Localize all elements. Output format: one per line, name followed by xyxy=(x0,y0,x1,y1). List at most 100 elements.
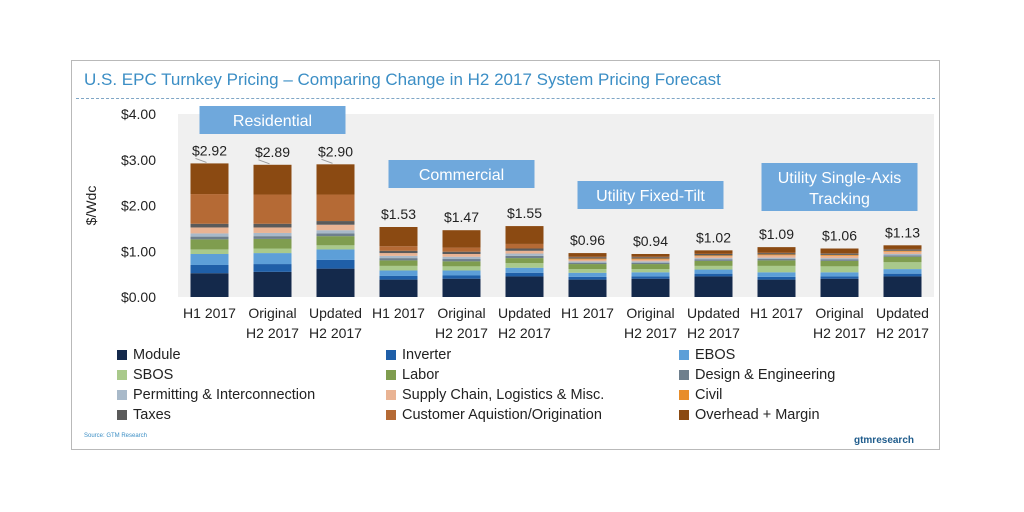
bar-segment xyxy=(694,265,733,270)
bar-segment xyxy=(883,253,922,256)
bar-segment xyxy=(631,269,670,273)
group-label-box xyxy=(388,160,535,188)
bar-segment xyxy=(694,260,733,266)
bar-total-label: $0.96 xyxy=(570,232,605,248)
bar-segment xyxy=(316,268,355,297)
bar-segment xyxy=(379,270,418,276)
chart-title: U.S. EPC Turnkey Pricing – Comparing Cha… xyxy=(84,70,721,89)
bar-segment xyxy=(253,236,292,239)
bar-segment xyxy=(442,270,481,276)
bar-segment xyxy=(505,226,544,244)
bar-segment xyxy=(505,267,544,273)
bar-segment xyxy=(442,266,481,271)
bar-segment xyxy=(190,227,229,234)
bar-total-label: $2.92 xyxy=(192,142,227,158)
bar-segment xyxy=(757,254,796,256)
bar-segment xyxy=(253,164,292,195)
bar-segment xyxy=(253,271,292,297)
bar-segment xyxy=(253,238,292,249)
bar-segment xyxy=(442,278,481,297)
x-tick-label: H2 2017 xyxy=(687,325,740,341)
bar-segment xyxy=(757,272,796,277)
bar-segment xyxy=(316,164,355,195)
x-tick-label: H2 2017 xyxy=(309,325,362,341)
x-tick-label: H1 2017 xyxy=(750,305,803,321)
bar-segment xyxy=(631,253,670,257)
bar-segment xyxy=(316,249,355,260)
brand-logo: gtmresearch xyxy=(853,435,914,446)
bar-segment xyxy=(694,259,733,261)
bar-segment xyxy=(442,256,481,260)
bar-segment xyxy=(694,255,733,257)
bar-segment xyxy=(757,259,796,261)
bar-segment xyxy=(757,255,796,258)
bar-segment xyxy=(379,227,418,247)
bar-segment xyxy=(820,255,859,259)
group-label: Utility Single-Axis xyxy=(778,170,902,187)
bar-segment xyxy=(190,249,229,254)
bar-segment xyxy=(505,243,544,249)
bar-segment xyxy=(631,257,670,259)
bar-segment xyxy=(442,259,481,262)
bar-segment xyxy=(757,279,796,297)
x-tick-label: H1 2017 xyxy=(183,305,236,321)
total-leader-line xyxy=(195,157,207,163)
bar-segment xyxy=(694,250,733,254)
group-label: Utility Fixed-Tilt xyxy=(596,188,705,205)
bar-segment xyxy=(505,250,544,254)
bar-segment xyxy=(883,249,922,251)
bar-segment xyxy=(190,223,229,228)
bar-total-label: $1.06 xyxy=(822,228,857,244)
bar-segment xyxy=(757,260,796,266)
x-tick-label: H1 2017 xyxy=(372,305,425,321)
bar-total-label: $2.90 xyxy=(318,143,353,159)
bar-total-label: $0.94 xyxy=(633,233,668,249)
bar-segment xyxy=(631,272,670,277)
bar-segment xyxy=(379,253,418,256)
total-leader-line xyxy=(321,158,333,164)
bar-segment xyxy=(190,236,229,240)
bar-segment xyxy=(505,263,544,268)
bar-segment xyxy=(883,245,922,249)
x-tick-label: Original xyxy=(815,305,863,321)
bar-segment xyxy=(505,253,544,256)
bar-segment xyxy=(568,253,607,257)
group-label: Residential xyxy=(233,113,312,130)
bar-segment xyxy=(568,272,607,277)
bar-segment xyxy=(316,230,355,234)
bar-segment xyxy=(316,224,355,231)
x-tick-label: Updated xyxy=(498,305,551,321)
bar-segment xyxy=(694,269,733,274)
bar-segment xyxy=(442,247,481,252)
total-leader-line xyxy=(258,159,270,165)
x-tick-label: Updated xyxy=(309,305,362,321)
bar-segment xyxy=(568,258,607,260)
bar-total-label: $1.47 xyxy=(444,209,479,225)
y-tick-label: $1.00 xyxy=(121,243,156,259)
group-label: Tracking xyxy=(809,191,870,208)
bar-segment xyxy=(631,258,670,260)
bar-segment xyxy=(442,261,481,267)
bar-segment xyxy=(568,257,607,259)
bar-segment xyxy=(379,258,418,261)
bar-segment xyxy=(316,245,355,250)
bar-segment xyxy=(442,251,481,254)
bar-segment xyxy=(694,253,733,256)
bar-segment xyxy=(820,278,859,297)
bar-segment xyxy=(190,163,229,195)
bar-segment xyxy=(379,255,418,259)
bar-segment xyxy=(820,266,859,273)
bar-segment xyxy=(883,255,922,257)
bar-total-label: $2.89 xyxy=(255,144,290,160)
bar-segment xyxy=(568,276,607,280)
group-label-box xyxy=(199,106,346,134)
bar-segment xyxy=(883,273,922,277)
bar-segment xyxy=(442,275,481,279)
x-tick-label: H2 2017 xyxy=(498,325,551,341)
bar-segment xyxy=(190,239,229,250)
bar-segment xyxy=(505,276,544,297)
bar-segment xyxy=(568,259,607,262)
bar-segment xyxy=(631,278,670,297)
x-tick-label: Original xyxy=(626,305,674,321)
bar-segment xyxy=(253,194,292,224)
